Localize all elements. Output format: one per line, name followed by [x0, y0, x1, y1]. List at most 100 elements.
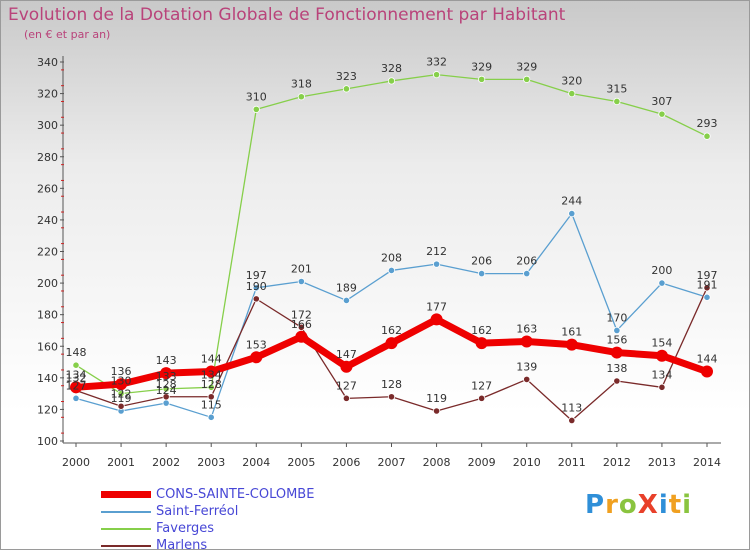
data-label-marlens: 127 — [471, 379, 492, 392]
data-label-saint-ferreol: 201 — [291, 263, 312, 276]
data-label-saint-ferreol: 197 — [246, 269, 267, 282]
data-label-faverges: 318 — [291, 78, 312, 91]
y-tick-label: 340 — [37, 56, 58, 69]
y-tick-label: 320 — [37, 88, 58, 101]
x-tick-label: 2004 — [242, 456, 270, 469]
data-label-marlens: 138 — [606, 362, 627, 375]
data-label-marlens: 127 — [336, 379, 357, 392]
data-point-marlens — [568, 416, 576, 425]
data-label-faverges: 320 — [561, 75, 582, 88]
data-label-cons-sainte-colombe: 153 — [246, 338, 267, 351]
data-point-cons-sainte-colombe — [520, 335, 533, 348]
data-label-cons-sainte-colombe: 144 — [697, 353, 718, 366]
data-point-cons-sainte-colombe — [655, 349, 668, 362]
x-tick-label: 2009 — [468, 456, 496, 469]
chart-subtitle: (en € et par an) — [24, 28, 111, 41]
legend-swatch-marlens — [101, 545, 151, 547]
data-label-faverges: 133 — [156, 370, 177, 383]
data-point-marlens — [387, 393, 396, 401]
data-label-marlens: 132 — [66, 371, 87, 384]
data-label-faverges: 307 — [651, 95, 672, 108]
data-label-cons-sainte-colombe: 143 — [156, 354, 177, 367]
x-tick-label: 2010 — [513, 456, 541, 469]
legend-label-marlens: Marlens — [156, 538, 208, 550]
data-label-cons-sainte-colombe: 162 — [381, 324, 402, 337]
legend-label-faverges: Faverges — [156, 521, 215, 536]
data-label-marlens: 128 — [156, 378, 177, 391]
x-tick-label: 2007 — [378, 456, 406, 469]
data-point-marlens — [432, 407, 441, 415]
data-label-faverges: 323 — [336, 70, 357, 83]
data-point-saint-ferreol — [162, 399, 170, 407]
legend-label-cons-sainte-colombe: CONS-SAINTE-COLOMBE — [156, 487, 315, 502]
data-point-faverges — [432, 71, 441, 79]
data-label-saint-ferreol: 244 — [561, 195, 582, 208]
data-point-faverges — [342, 85, 351, 93]
data-label-faverges: 315 — [606, 82, 627, 95]
data-label-marlens: 128 — [201, 378, 222, 391]
x-tick-label: 2000 — [62, 456, 90, 469]
data-point-marlens — [658, 383, 666, 391]
data-label-saint-ferreol: 206 — [516, 255, 537, 268]
data-point-saint-ferreol — [478, 270, 486, 278]
data-point-saint-ferreol — [207, 413, 215, 421]
data-label-faverges: 329 — [471, 60, 492, 73]
data-point-marlens — [252, 295, 260, 303]
data-point-faverges — [387, 77, 396, 85]
data-label-saint-ferreol: 212 — [426, 245, 447, 258]
data-label-cons-sainte-colombe: 163 — [516, 323, 537, 336]
axes: 100 120 140 160 180 200 220 240 260 280 300 320 340 2… — [37, 56, 721, 469]
data-point-cons-sainte-colombe — [475, 337, 488, 350]
x-tick-label: 2013 — [648, 456, 676, 469]
data-point-faverges — [207, 383, 215, 391]
data-label-faverges: 134 — [201, 368, 222, 381]
data-point-saint-ferreol — [72, 394, 80, 402]
data-label-saint-ferreol: 189 — [336, 281, 357, 294]
data-label-cons-sainte-colombe: 134 — [66, 368, 87, 381]
x-tick-label: 2003 — [197, 456, 225, 469]
brand-logo: ProXiti — [585, 490, 693, 520]
data-point-saint-ferreol — [432, 260, 441, 268]
legend-label-saint-ferreol: Saint-Ferréol — [156, 504, 239, 519]
data-label-faverges: 329 — [516, 60, 537, 73]
data-point-cons-sainte-colombe — [205, 365, 218, 378]
data-point-cons-sainte-colombe — [430, 313, 443, 326]
data-label-marlens: 190 — [246, 280, 267, 293]
legend-swatch-cons-sainte-colombe — [101, 491, 151, 498]
legend-swatch-faverges — [101, 528, 151, 530]
data-label-marlens: 122 — [111, 387, 132, 400]
y-tick-label: 200 — [37, 277, 58, 290]
data-label-saint-ferreol: 200 — [651, 264, 672, 277]
y-tick-label: 140 — [37, 372, 58, 385]
data-label-saint-ferreol: 119 — [111, 392, 132, 405]
data-point-saint-ferreol — [658, 279, 666, 287]
x-tick-label: 2005 — [287, 456, 315, 469]
data-label-marlens: 134 — [651, 368, 672, 381]
x-tick-label: 2014 — [693, 456, 721, 469]
data-point-faverges — [523, 75, 531, 83]
data-point-saint-ferreol — [703, 293, 711, 301]
y-tick-label: 120 — [37, 403, 58, 416]
data-point-marlens — [613, 377, 621, 385]
x-tick-label: 2002 — [152, 456, 180, 469]
data-point-cons-sainte-colombe — [160, 367, 173, 380]
data-label-cons-sainte-colombe: 166 — [291, 318, 312, 331]
data-label-saint-ferreol: 208 — [381, 251, 402, 264]
data-point-cons-sainte-colombe — [610, 346, 623, 359]
data-point-marlens — [523, 375, 531, 384]
y-tick-label: 240 — [37, 214, 58, 227]
data-point-cons-sainte-colombe — [385, 337, 398, 350]
data-label-marlens: 172 — [291, 308, 312, 321]
data-label-cons-sainte-colombe: 156 — [606, 334, 627, 347]
data-point-faverges — [613, 97, 621, 106]
data-point-faverges — [117, 390, 125, 398]
data-point-marlens — [703, 284, 711, 292]
data-point-faverges — [658, 110, 666, 118]
data-label-marlens: 119 — [426, 392, 447, 405]
data-point-cons-sainte-colombe — [565, 338, 578, 351]
data-point-faverges — [297, 93, 305, 101]
data-label-faverges: 332 — [426, 56, 447, 69]
data-point-faverges — [72, 361, 80, 369]
